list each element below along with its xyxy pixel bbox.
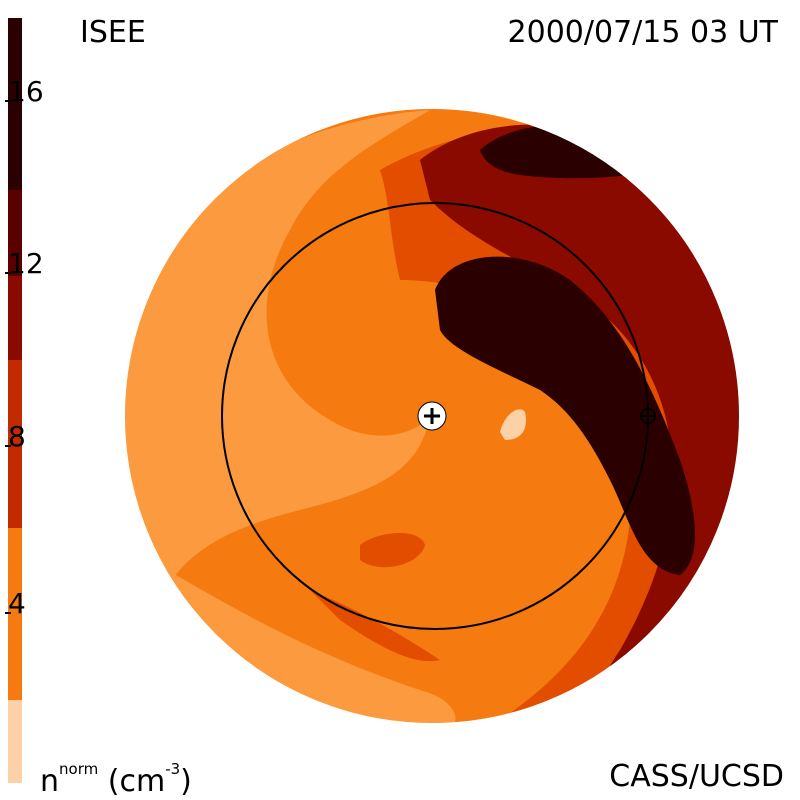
colorbar-segment-2 [8, 190, 22, 276]
colorbar-tick-4: 4 [5, 587, 26, 620]
darkest-cme-main [435, 256, 695, 575]
colorbar-segment-4 [8, 360, 22, 528]
timestamp-label: 2000/07/15 03 UT [507, 15, 778, 50]
units-sup: norm [59, 760, 99, 778]
colorbar-tick-12: 12 [5, 247, 44, 280]
pale-spot [500, 409, 526, 440]
colorbar-segment-6 [8, 700, 22, 783]
colorbar-tick-8: 8 [5, 420, 26, 453]
units-base: n [40, 764, 60, 799]
units-tail: (cm [98, 764, 166, 799]
instrument-label: ISEE [80, 15, 146, 50]
light-region-west [124, 110, 430, 640]
colorbar-tick-16: 16 [5, 75, 44, 108]
units-close: ) [180, 764, 192, 799]
colorbar-segment-1 [8, 18, 22, 190]
credit-label: CASS/UCSD [609, 759, 784, 794]
units-exp: -3 [165, 760, 181, 778]
medium-blob [360, 532, 425, 568]
colorbar-segment-5 [8, 528, 22, 700]
colorbar-segment-3 [8, 276, 22, 360]
units-label: nnorm (cm-3) [40, 760, 192, 797]
colorbar [8, 18, 22, 783]
disk-outline [123, 107, 741, 725]
